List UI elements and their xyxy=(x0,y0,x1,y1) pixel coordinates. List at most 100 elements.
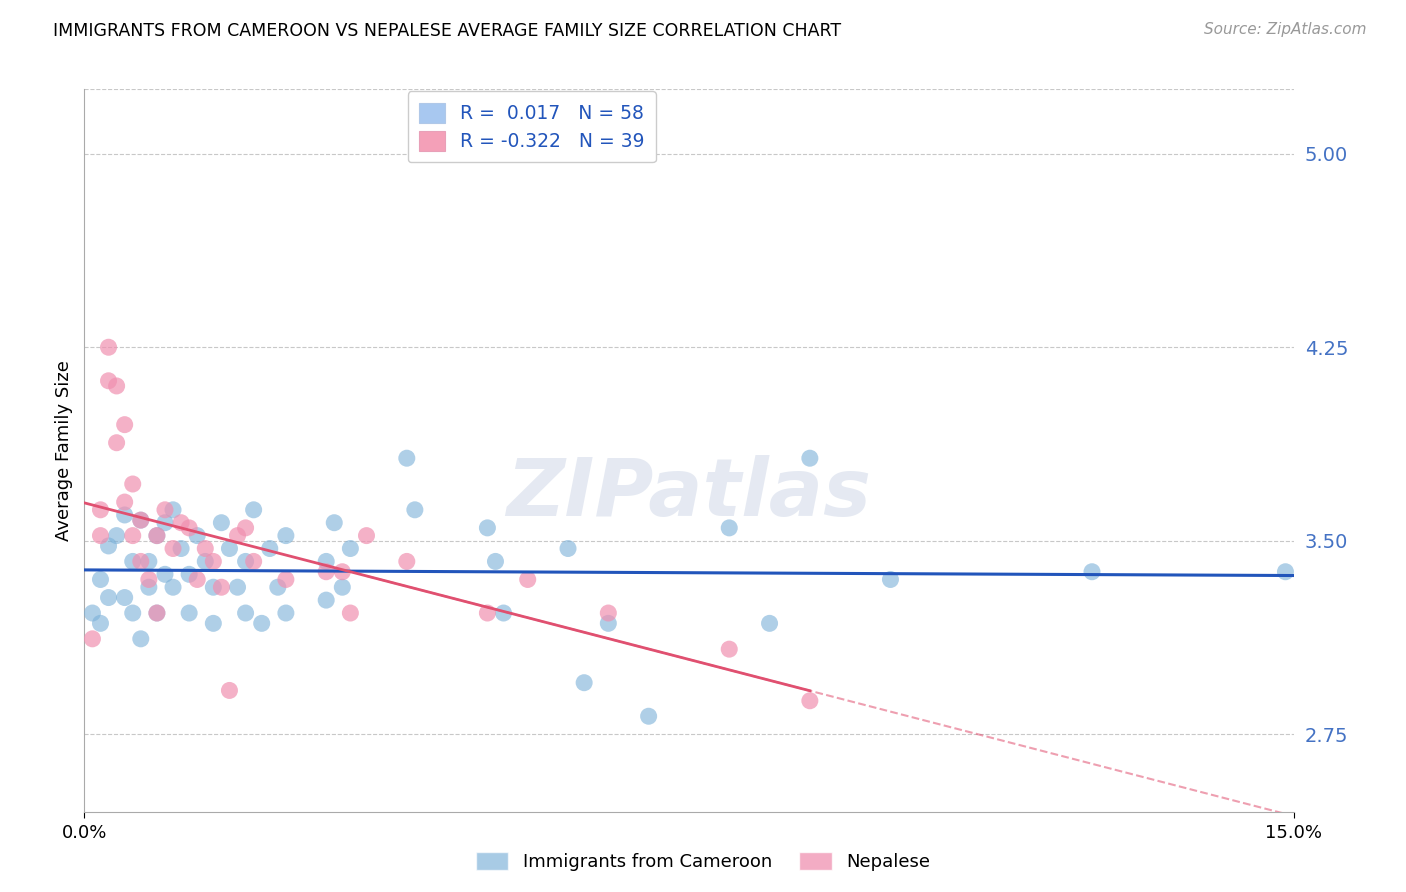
Point xyxy=(138,554,160,568)
Point xyxy=(146,528,169,542)
Point xyxy=(82,632,104,646)
Point xyxy=(179,606,201,620)
Point xyxy=(129,554,152,568)
Point xyxy=(153,516,176,530)
Point xyxy=(114,417,136,432)
Point xyxy=(235,554,257,568)
Point xyxy=(209,580,232,594)
Point xyxy=(323,516,346,530)
Point xyxy=(330,580,353,594)
Point xyxy=(162,503,184,517)
Point xyxy=(598,606,620,620)
Point xyxy=(516,573,538,587)
Point xyxy=(226,580,249,594)
Point xyxy=(356,528,378,542)
Point xyxy=(330,565,353,579)
Point xyxy=(395,451,418,466)
Point xyxy=(339,606,361,620)
Point xyxy=(121,606,143,620)
Point xyxy=(315,565,337,579)
Point xyxy=(89,616,111,631)
Point xyxy=(250,616,273,631)
Point xyxy=(218,541,240,556)
Point xyxy=(114,508,136,522)
Point xyxy=(153,567,176,582)
Point xyxy=(758,616,780,631)
Point xyxy=(170,541,193,556)
Point xyxy=(162,541,184,556)
Point xyxy=(97,591,120,605)
Point xyxy=(718,521,741,535)
Point xyxy=(274,573,297,587)
Point xyxy=(129,632,152,646)
Point xyxy=(718,642,741,657)
Point xyxy=(202,616,225,631)
Point xyxy=(235,606,257,620)
Point xyxy=(105,528,128,542)
Point xyxy=(129,513,152,527)
Point xyxy=(97,340,120,354)
Point xyxy=(179,521,201,535)
Point xyxy=(194,554,217,568)
Point xyxy=(121,554,143,568)
Point xyxy=(89,503,111,517)
Legend: Immigrants from Cameroon, Nepalese: Immigrants from Cameroon, Nepalese xyxy=(468,845,938,879)
Point xyxy=(477,521,499,535)
Point xyxy=(105,379,128,393)
Text: IMMIGRANTS FROM CAMEROON VS NEPALESE AVERAGE FAMILY SIZE CORRELATION CHART: IMMIGRANTS FROM CAMEROON VS NEPALESE AVE… xyxy=(53,22,842,40)
Point xyxy=(97,539,120,553)
Point xyxy=(799,451,821,466)
Legend: R =  0.017   N = 58, R = -0.322   N = 39: R = 0.017 N = 58, R = -0.322 N = 39 xyxy=(408,91,655,162)
Point xyxy=(146,606,169,620)
Point xyxy=(153,503,176,517)
Point xyxy=(146,606,169,620)
Point xyxy=(235,521,257,535)
Point xyxy=(404,503,426,517)
Point xyxy=(186,528,208,542)
Point xyxy=(315,554,337,568)
Point xyxy=(114,591,136,605)
Point xyxy=(339,541,361,556)
Point xyxy=(1274,565,1296,579)
Point xyxy=(799,694,821,708)
Point xyxy=(209,516,232,530)
Point xyxy=(82,606,104,620)
Point xyxy=(194,541,217,556)
Point xyxy=(557,541,579,556)
Point xyxy=(121,528,143,542)
Point xyxy=(484,554,506,568)
Point xyxy=(274,606,297,620)
Point xyxy=(598,616,620,631)
Point xyxy=(202,554,225,568)
Point xyxy=(202,580,225,594)
Point xyxy=(114,495,136,509)
Point xyxy=(179,567,201,582)
Point xyxy=(1081,565,1104,579)
Text: ZIPatlas: ZIPatlas xyxy=(506,455,872,533)
Point xyxy=(138,573,160,587)
Point xyxy=(138,580,160,594)
Point xyxy=(492,606,515,620)
Point xyxy=(129,513,152,527)
Point xyxy=(259,541,281,556)
Point xyxy=(97,374,120,388)
Point xyxy=(395,554,418,568)
Point xyxy=(89,573,111,587)
Point xyxy=(879,573,901,587)
Point xyxy=(242,503,264,517)
Point xyxy=(121,477,143,491)
Point xyxy=(162,580,184,594)
Y-axis label: Average Family Size: Average Family Size xyxy=(55,360,73,541)
Text: Source: ZipAtlas.com: Source: ZipAtlas.com xyxy=(1204,22,1367,37)
Point xyxy=(170,516,193,530)
Point xyxy=(89,528,111,542)
Point xyxy=(267,580,290,594)
Point xyxy=(218,683,240,698)
Point xyxy=(186,573,208,587)
Point xyxy=(477,606,499,620)
Point xyxy=(274,528,297,542)
Point xyxy=(637,709,659,723)
Point xyxy=(315,593,337,607)
Point xyxy=(105,435,128,450)
Point xyxy=(146,528,169,542)
